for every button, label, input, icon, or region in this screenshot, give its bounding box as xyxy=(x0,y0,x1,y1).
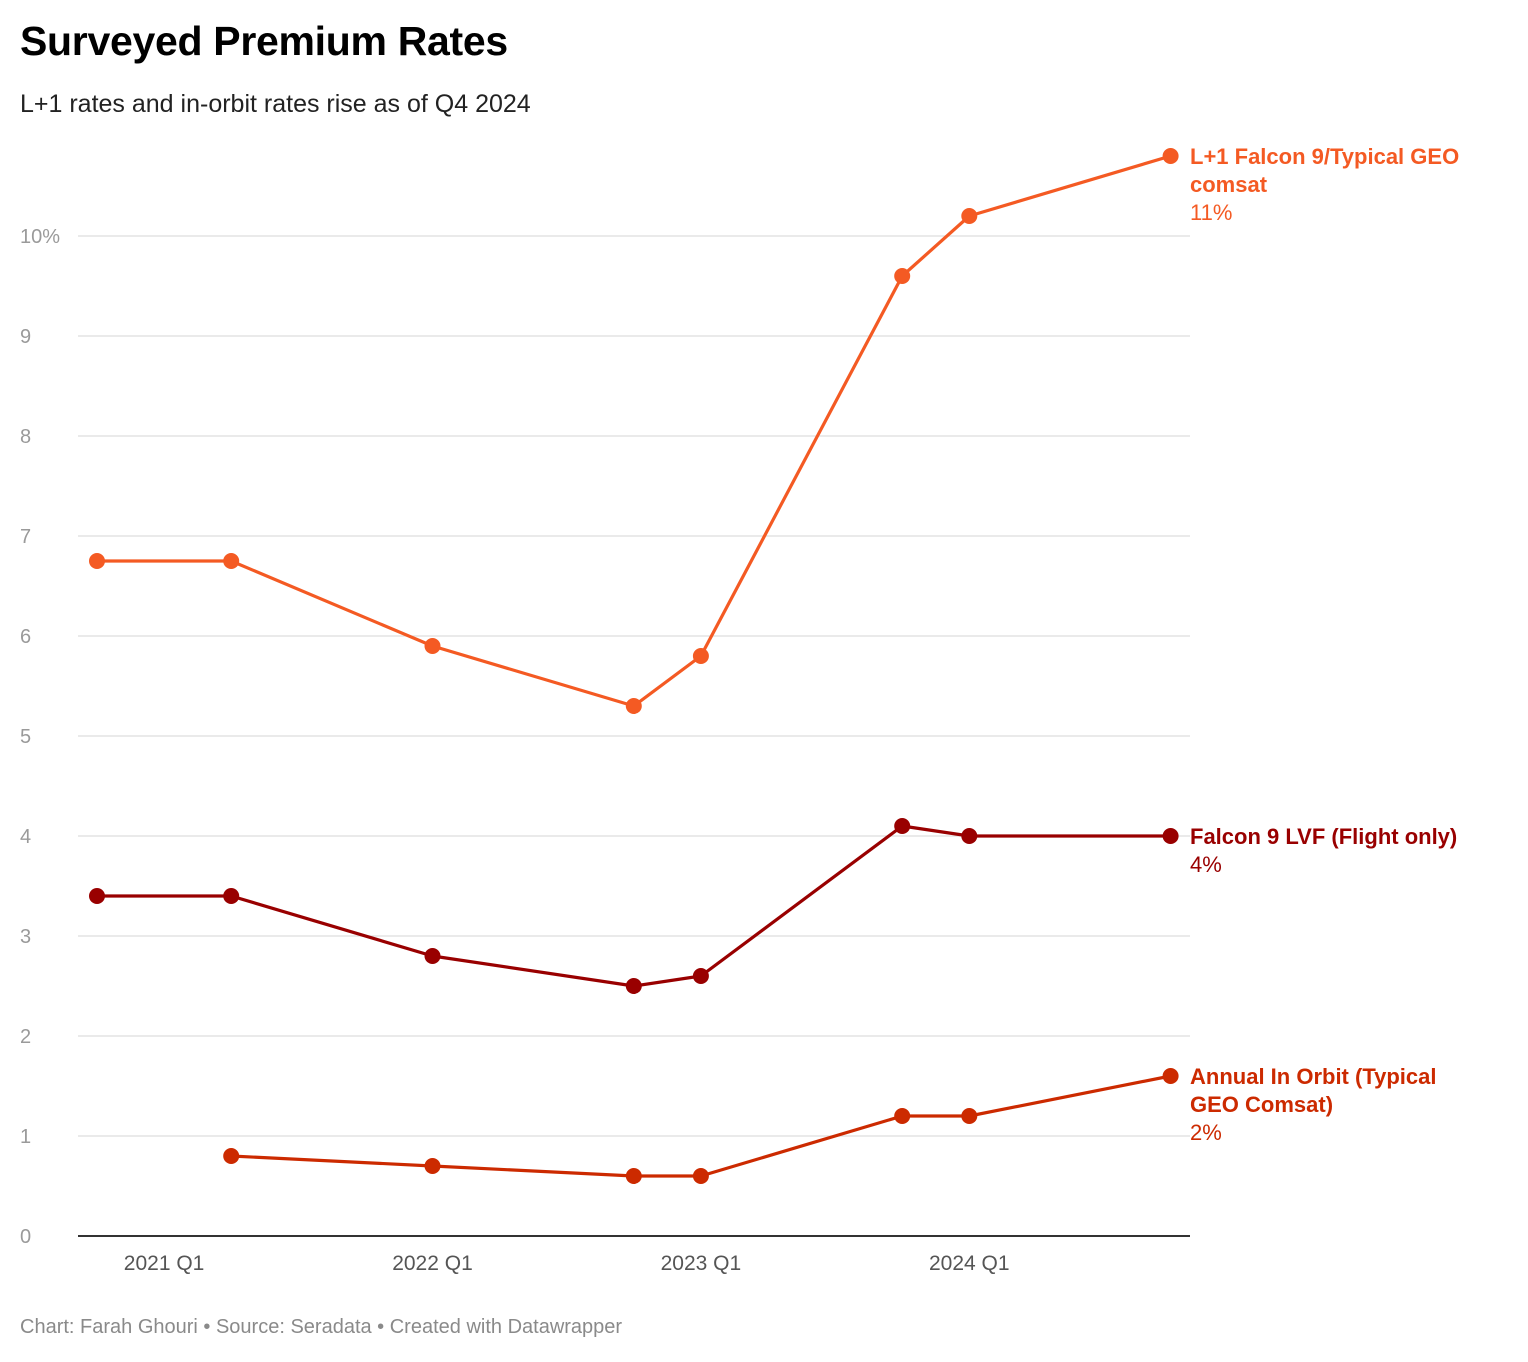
chart-footer: Chart: Farah Ghouri • Source: Seradata •… xyxy=(20,1316,623,1338)
data-point xyxy=(223,888,240,904)
data-point xyxy=(692,1168,709,1184)
y-tick-label: 5 xyxy=(20,726,31,748)
y-tick-label: 9 xyxy=(20,326,31,348)
series-line xyxy=(231,1074,1171,1178)
series-end-value: 4% xyxy=(1190,852,1222,877)
y-tick-label: 2 xyxy=(20,1026,31,1048)
data-point xyxy=(692,648,709,664)
series-label: Annual In Orbit (Typical GEO Comsat) xyxy=(1190,1064,1437,1117)
data-point xyxy=(894,268,911,284)
data-point xyxy=(625,1168,642,1184)
series-3 xyxy=(223,1068,1179,1184)
data-point xyxy=(223,1148,240,1164)
y-axis: 0 1 2 3 4 5 6 7 8 9 10% xyxy=(20,226,60,1248)
line-chart: 0 1 2 3 4 5 6 7 8 9 10% 2021 Q1 2022 Q1 2023 Q1 2024 … xyxy=(20,144,1459,1275)
series-labels: L+1 Falcon 9/Typical GEO comsat 11% Falcon … xyxy=(1190,144,1459,1145)
data-point xyxy=(1162,828,1179,844)
y-tick-label: 0 xyxy=(20,1226,31,1248)
data-point xyxy=(89,888,105,904)
data-point xyxy=(961,828,978,844)
data-point xyxy=(424,638,441,654)
x-tick-label: 2021 Q1 xyxy=(124,1252,205,1275)
series-line xyxy=(97,824,1171,988)
data-point xyxy=(894,1108,911,1124)
y-tick-label: 8 xyxy=(20,426,31,448)
chart-title: Surveyed Premium Rates xyxy=(20,18,508,64)
series-1 xyxy=(89,148,1179,714)
data-point xyxy=(961,208,978,224)
x-tick-label: 2022 Q1 xyxy=(392,1252,473,1275)
data-point xyxy=(961,1108,978,1124)
series-2 xyxy=(89,818,1179,994)
series-label: L+1 Falcon 9/Typical GEO comsat xyxy=(1190,144,1459,197)
series-group xyxy=(89,148,1179,1184)
grid-lines xyxy=(78,235,1190,1237)
y-tick-label: 7 xyxy=(20,526,31,548)
y-tick-label: 4 xyxy=(20,826,31,848)
x-tick-label: 2024 Q1 xyxy=(929,1252,1010,1275)
series-line xyxy=(97,154,1172,708)
data-point xyxy=(692,968,709,984)
chart-subtitle: L+1 rates and in-orbit rates rise as of … xyxy=(20,90,531,118)
series-end-value: 11% xyxy=(1190,200,1232,225)
data-point xyxy=(1162,148,1179,164)
data-point xyxy=(894,818,911,834)
x-tick-label: 2023 Q1 xyxy=(661,1252,742,1275)
x-axis: 2021 Q1 2022 Q1 2023 Q1 2024 Q1 xyxy=(124,1252,1010,1275)
series-label: Falcon 9 LVF (Flight only) xyxy=(1190,824,1457,849)
data-point xyxy=(1162,1068,1179,1084)
y-tick-label: 3 xyxy=(20,926,31,948)
data-point xyxy=(424,1158,441,1174)
data-point xyxy=(625,978,642,994)
y-tick-label: 1 xyxy=(20,1126,31,1148)
data-point xyxy=(625,698,642,714)
data-point xyxy=(89,553,105,569)
y-tick-label: 10% xyxy=(20,226,60,248)
data-point xyxy=(223,553,240,569)
series-end-value: 2% xyxy=(1190,1120,1222,1145)
y-tick-label: 6 xyxy=(20,626,31,648)
data-point xyxy=(424,948,441,964)
